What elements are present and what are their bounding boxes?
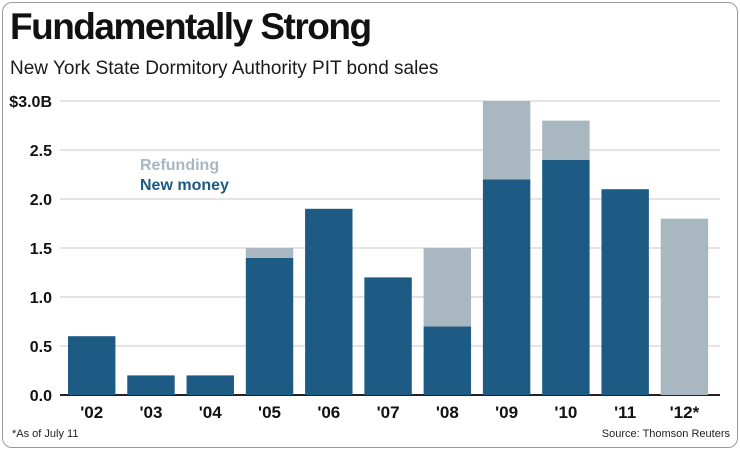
y-tick-label: 1.0 [30,290,52,307]
chart-title: Fundamentally Strong [10,6,372,47]
bar-new-money [68,336,116,395]
chart-subtitle: New York State Dormitory Authority PIT b… [10,58,439,79]
bars [68,101,709,395]
bar-refunding [542,120,590,160]
bar-new-money [305,208,353,395]
source-note: Source: Thomson Reuters [601,428,730,440]
y-tick-label: 0.5 [30,339,52,356]
y-tick-label: $3.0B [9,94,52,111]
legend-new-money: New money [140,177,229,194]
x-tick-label: '10 [554,403,577,422]
bar-refunding [482,101,531,180]
bar-refunding [660,218,709,395]
x-tick-labels: '02 '03 '04 '05 '06 '07 '08 '09 '10 '11 '12* [80,403,699,422]
x-tick-label: '05 [258,403,281,422]
x-tick-label: '06 [317,403,340,422]
bar-new-money [186,375,234,395]
y-tick-label: 2.0 [30,192,52,209]
x-tick-label: '08 [436,403,459,422]
y-tick-label: 1.5 [30,241,52,258]
bar-refunding [423,248,472,327]
x-tick-label: '07 [377,403,400,422]
y-tick-labels: 0.0 0.5 1.0 1.5 2.0 2.5 $3.0B [9,94,52,405]
bar-new-money [245,257,294,395]
bar-new-money [423,326,472,395]
bar-new-money [364,277,412,395]
bar-new-money [127,375,175,395]
x-tick-label: '03 [140,403,163,422]
x-tick-label: '04 [199,403,222,422]
x-tick-label: '02 [80,403,103,422]
legend-refunding: Refunding [140,157,219,174]
bar-new-money [542,159,590,395]
x-tick-label: '12* [670,403,700,422]
footnote: *As of July 11 [12,428,79,440]
bar-refunding [245,248,294,258]
y-tick-label: 2.5 [30,143,52,160]
legend: Refunding New money [140,157,229,194]
x-tick-label: '09 [495,403,518,422]
y-tick-label: 0.0 [30,388,52,405]
bar-new-money [482,179,531,395]
bar-new-money [601,189,649,395]
x-tick-label: '11 [614,403,636,422]
